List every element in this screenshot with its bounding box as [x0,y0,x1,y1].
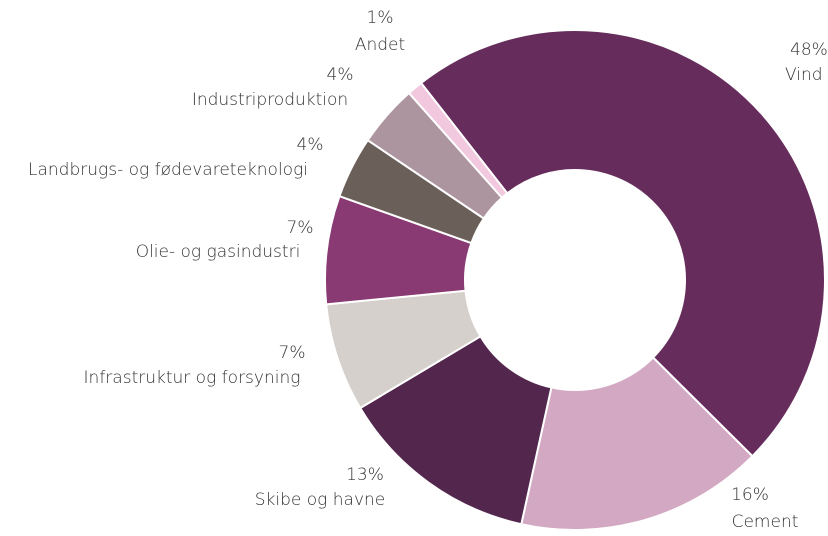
category-label: Infrastruktur og forsyning [84,368,301,388]
donut-segment [419,29,827,458]
category-label: Vind [785,65,823,85]
category-label: Olie- og gasindustri [136,242,301,262]
value-label: 1% [367,8,394,28]
donut-segment [407,81,509,200]
value-label: 13% [346,465,384,485]
category-label: Industriproduktion [192,90,348,110]
category-label: Cement [732,512,799,532]
category-label: Skibe og havne [255,490,386,510]
value-label: 48% [790,40,828,60]
value-label: 16% [731,485,769,505]
category-label: Andet [355,35,405,55]
donut-segment [358,334,553,526]
donut-segment [520,356,754,531]
value-label: 4% [327,65,354,85]
value-label: 4% [297,135,324,155]
category-label: Landbrugs- og fødevareteknologi [28,160,308,180]
value-label: 7% [279,343,306,363]
value-label: 7% [287,218,314,238]
